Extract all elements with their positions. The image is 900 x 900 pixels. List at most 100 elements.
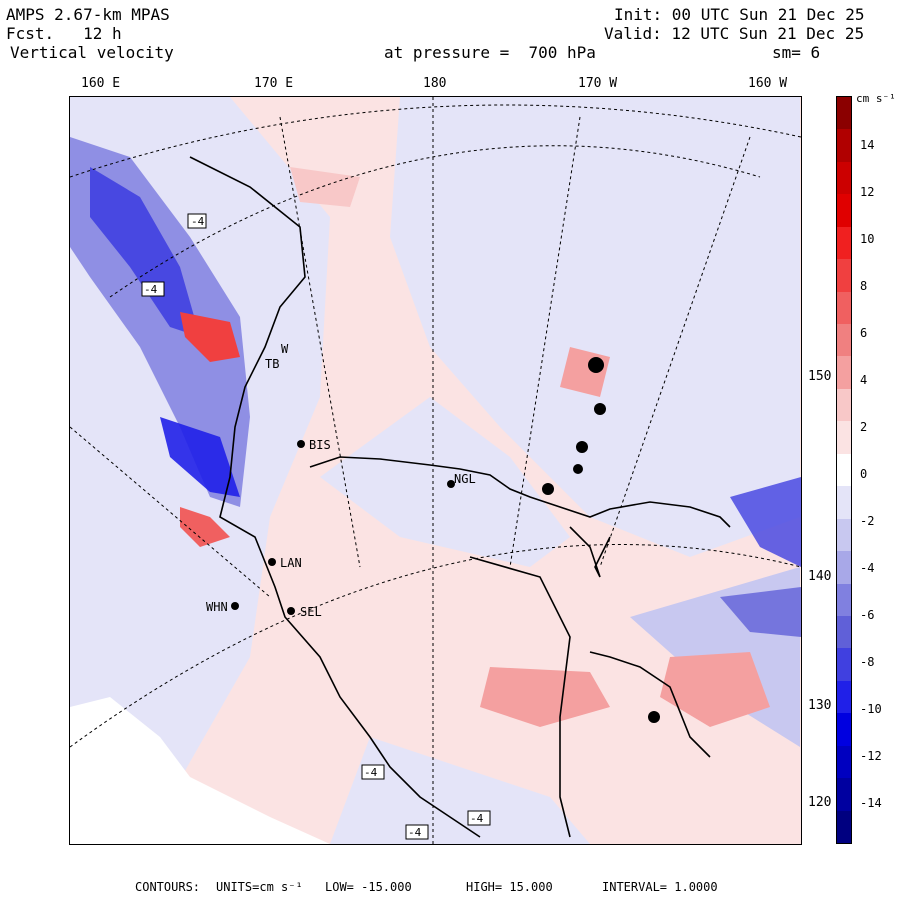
colorbar-tick: -6	[860, 608, 875, 622]
ascent-north	[290, 167, 360, 207]
colorbar-tick: 6	[860, 326, 868, 340]
colorbar-tick: -2	[860, 514, 875, 528]
colorbar-segment	[837, 680, 851, 714]
lon-label-180: 180	[423, 76, 447, 91]
lon-label-170w: 170 W	[578, 76, 618, 91]
field-name: Vertical velocity	[10, 43, 174, 62]
box-label-3: -4	[364, 766, 378, 779]
coastline	[189, 156, 731, 838]
colorbar-unit: cm s⁻¹	[856, 92, 896, 105]
colorbar-tick: -4	[860, 561, 875, 575]
box-label-1: -4	[191, 215, 205, 228]
graticule-parallel-3	[70, 544, 801, 748]
convective-cell-6	[648, 711, 660, 723]
colorbar-tick: -12	[860, 749, 882, 763]
map-panel: -4 -4 -4 -4 -4	[69, 96, 802, 845]
graticule-meridian-170e	[279, 116, 361, 568]
colorbar-segment	[837, 421, 851, 455]
ascent-core-2	[180, 507, 230, 547]
convective-cell-3	[576, 441, 588, 453]
strong-descent-east	[730, 477, 801, 567]
lon-label-160e: 160 E	[81, 76, 121, 91]
weak-descent-central	[320, 397, 570, 567]
vertical-velocity-map: -4 -4 -4 -4 -4	[70, 97, 801, 844]
smoothing-value: sm= 6	[772, 43, 821, 62]
box-label-2-bg	[141, 281, 165, 297]
colorbar-segment	[837, 615, 851, 649]
station-ngl: NGL	[454, 472, 476, 486]
footer-high: HIGH= 15.000	[466, 880, 553, 894]
graticule	[70, 97, 801, 844]
weak-descent-northeast	[390, 97, 800, 557]
colorbar-segment	[837, 648, 851, 682]
station-bis: BIS	[309, 438, 331, 452]
valid-time: Valid: 12 UTC Sun 21 Dec 25	[604, 24, 865, 43]
box-label-1-bg	[187, 213, 207, 229]
box-label-2: -4	[144, 283, 158, 296]
box-label-3-bg	[361, 764, 385, 780]
colorbar-segment	[837, 324, 851, 357]
graticule-meridian-170w	[509, 116, 581, 568]
colorbar-tick: 12	[860, 185, 875, 199]
colorbar-segment	[837, 810, 851, 844]
no-data-corner	[70, 697, 330, 844]
colorbar-segment	[837, 226, 851, 260]
station-tb: TB	[265, 357, 280, 371]
forecast-hour: Fcst. 12 h	[6, 24, 122, 43]
colorbar-segment	[837, 194, 851, 228]
station-dot-sel	[287, 607, 295, 615]
colorbar-tick: -14	[860, 796, 882, 810]
colorbar-segment	[837, 518, 851, 552]
box-label-4: -4	[408, 826, 422, 839]
colorbar-segment	[837, 291, 851, 325]
ascent-south-1	[480, 667, 610, 727]
colorbar-segment	[837, 551, 851, 584]
descent-east-band	[720, 587, 801, 637]
convective-cell-1	[588, 357, 604, 373]
strong-descent-core-1	[90, 167, 200, 337]
graticule-meridian-160w	[599, 136, 751, 568]
station-dot-ngl	[447, 480, 455, 488]
colorbar-segment	[837, 161, 851, 195]
colorbar	[836, 96, 852, 844]
colorbar-segment	[837, 583, 851, 617]
colorbar-segment	[837, 259, 851, 293]
station-whn: WHN	[206, 600, 228, 614]
colorbar-segment	[837, 486, 851, 520]
colorbar-tick: 4	[860, 373, 868, 387]
model-title: AMPS 2.67-km MPAS	[6, 5, 170, 24]
colorbar-segment	[837, 453, 851, 487]
footer-low: LOW= -15.000	[325, 880, 412, 894]
station-dot-lan	[268, 558, 276, 566]
convective-cell-2	[594, 403, 606, 415]
box-label-5-bg	[467, 810, 491, 826]
colorbar-tick: 2	[860, 420, 868, 434]
colorbar-segment	[837, 778, 851, 812]
ascent-core-1	[180, 312, 240, 362]
footer-interval: INTERVAL= 1.0000	[602, 880, 718, 894]
colorbar-tick: 0	[860, 467, 868, 481]
colorbar-segment	[837, 388, 851, 422]
station-dot-bis	[297, 440, 305, 448]
station-sel: SEL	[300, 605, 322, 619]
strong-descent-core-2	[160, 417, 240, 497]
graticule-meridian-w	[70, 426, 271, 598]
colorbar-tick: -10	[860, 702, 882, 716]
coastline-west	[189, 156, 481, 838]
weak-descent-south	[330, 737, 590, 844]
ice-shelf-front	[309, 456, 731, 528]
colorbar-tick: -8	[860, 655, 875, 669]
colorbar-segment	[837, 713, 851, 747]
colorbar-segment	[837, 97, 851, 130]
pressure-level: at pressure = 700 hPa	[384, 43, 596, 62]
box-labels: -4 -4 -4 -4 -4	[141, 213, 491, 840]
colorbar-segment	[837, 356, 851, 390]
colorbar-segment	[837, 745, 851, 779]
station-dot-whn	[231, 602, 239, 610]
colorbar-segment	[837, 129, 851, 163]
lon-label-160w: 160 W	[748, 76, 788, 91]
ascent-southeast	[660, 652, 770, 727]
colorbar-tick: 14	[860, 138, 875, 152]
lon-label-170e: 170 E	[254, 76, 294, 91]
colorbar-tick: 10	[860, 232, 875, 246]
